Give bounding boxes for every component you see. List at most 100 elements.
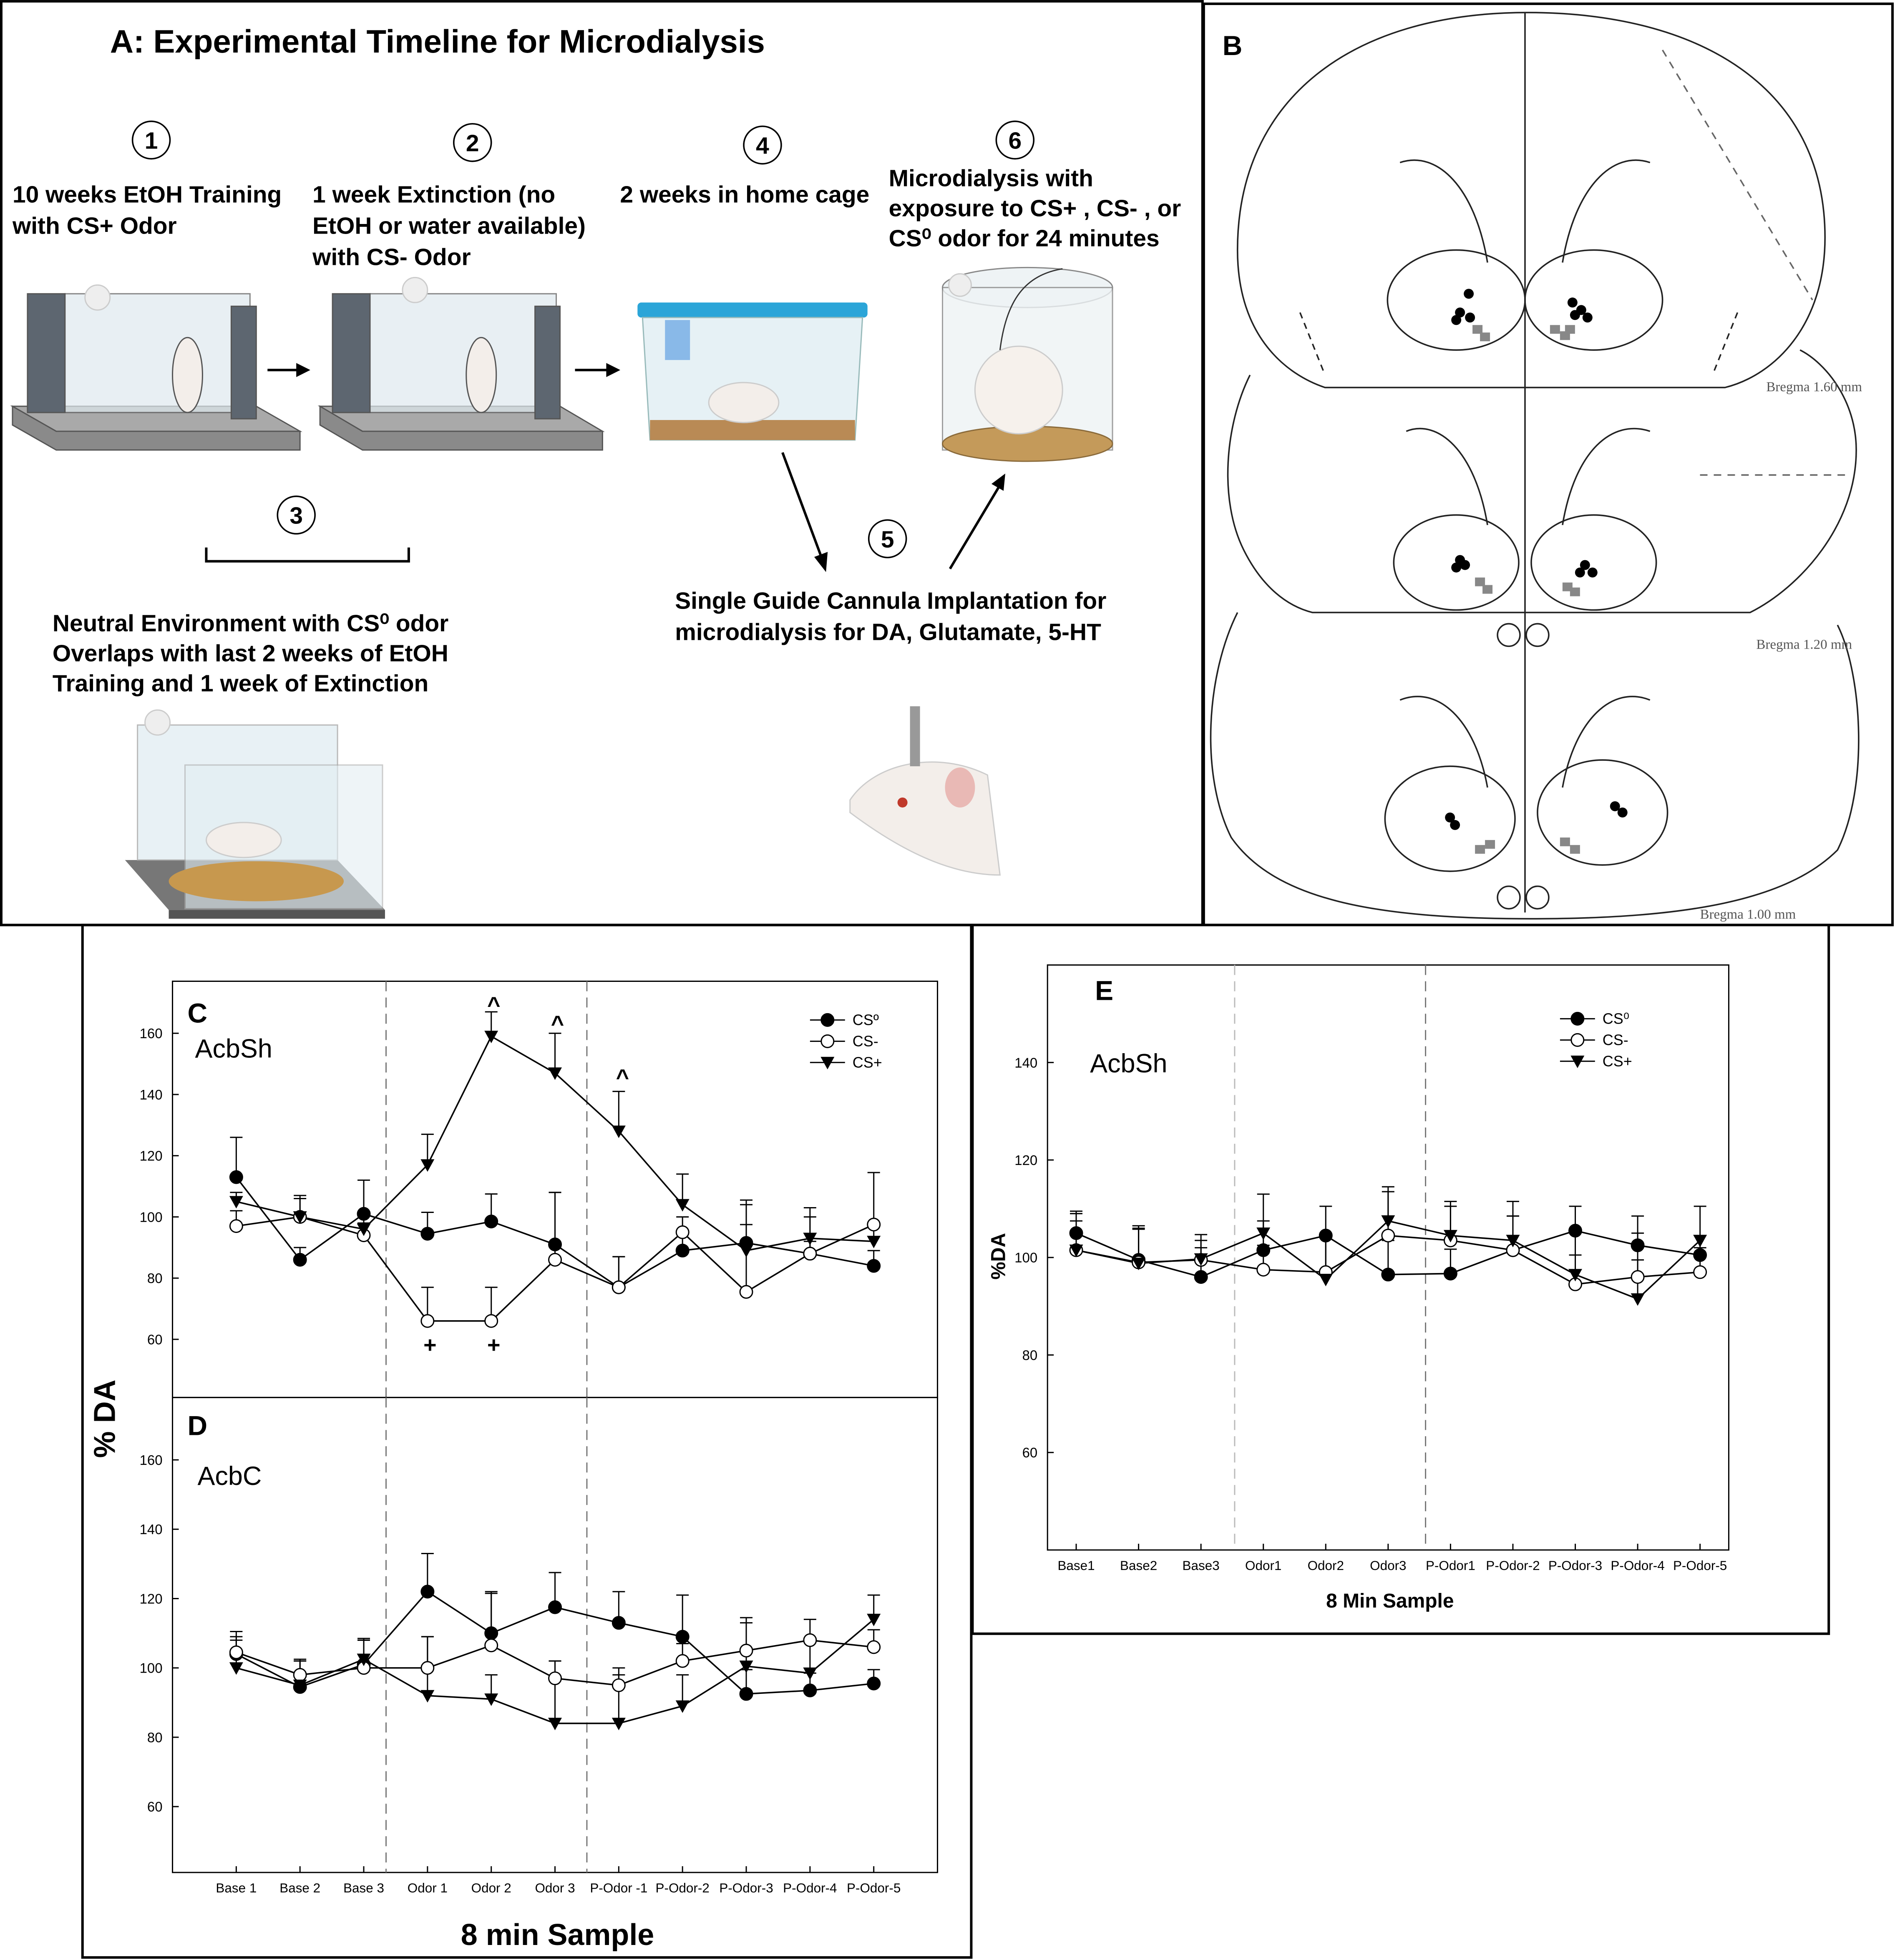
marker: [484, 1638, 498, 1653]
marker: [739, 1643, 753, 1658]
x-tick-label: P-Odor-5: [1673, 1558, 1727, 1573]
marker: [293, 1253, 307, 1267]
marker: [420, 1159, 435, 1172]
x-tick-label: Odor3: [1370, 1558, 1406, 1573]
marker: [867, 1613, 881, 1626]
panel-label: E: [1095, 975, 1113, 1006]
marker: [420, 1314, 435, 1328]
bregma-label: Bregma 1.00 mm: [1700, 907, 1796, 922]
marker: [1693, 1248, 1707, 1262]
home-cage: [637, 302, 868, 441]
chart-title: AcbC: [197, 1462, 262, 1491]
y-tick-label: 60: [1022, 1445, 1038, 1460]
y-tick-label: 100: [140, 1661, 163, 1676]
y-tick-label: 160: [140, 1452, 163, 1468]
marker: [867, 1235, 881, 1248]
chart-title: AcbSh: [1090, 1049, 1167, 1078]
annotation: ^: [616, 1065, 629, 1090]
step-number: 2: [466, 130, 479, 157]
marker: [357, 1653, 371, 1666]
marker: [1132, 1258, 1146, 1271]
panel-label: D: [188, 1410, 208, 1441]
brain-atlas: [1210, 12, 1860, 920]
step-text: Microdialysis with: [889, 165, 1093, 192]
step-number: 3: [289, 503, 303, 529]
legend-marker: [1570, 1011, 1585, 1026]
marker: [803, 1233, 817, 1245]
marker: [803, 1247, 817, 1261]
y-tick-label: 80: [1022, 1347, 1038, 1363]
step-text: 10 weeks EtOH Training: [13, 181, 282, 208]
bregma-label: Bregma 1.20 mm: [1756, 637, 1852, 652]
marker: [1069, 1226, 1083, 1240]
panel-b-label: B: [1223, 30, 1243, 61]
marker: [803, 1683, 817, 1698]
marker: [293, 1668, 307, 1682]
marker: [420, 1690, 435, 1703]
step-circle: [743, 125, 782, 165]
marker: [675, 1243, 690, 1258]
marker: [612, 1280, 626, 1294]
marker: [484, 1215, 498, 1228]
legend-label: CS⁰: [1603, 1010, 1629, 1027]
marker: [867, 1640, 881, 1654]
marker: [229, 1662, 243, 1675]
step-text: Overlaps with last 2 weeks of EtOH: [53, 640, 448, 667]
legend-label: CS+: [1603, 1052, 1632, 1069]
marker: [612, 1678, 626, 1692]
x-tick-label: P-Odor-3: [1548, 1558, 1602, 1573]
step-text: 2 weeks in home cage: [620, 181, 869, 208]
marker: [1256, 1227, 1271, 1240]
x-tick-label: P-Odor-4: [1611, 1558, 1664, 1573]
panel-cd-frame: [81, 923, 973, 1959]
marker: [1194, 1270, 1208, 1284]
step-number: 4: [756, 133, 769, 159]
x-tick-label: Odor1: [1245, 1558, 1281, 1573]
chamber-1: [10, 284, 302, 451]
probe-placements: [1445, 289, 1628, 854]
marker: [484, 1314, 498, 1328]
x-tick-label: P-Odor-2: [656, 1881, 710, 1895]
marker: [612, 1718, 626, 1731]
step-text: Neutral Environment with CS⁰ odor: [53, 610, 448, 637]
x-tick-label: Odor 3: [535, 1881, 575, 1895]
y-axis-label: % DA: [88, 1379, 122, 1458]
x-tick-label: Odor 1: [408, 1881, 448, 1895]
marker: [420, 1661, 435, 1675]
marker: [1568, 1269, 1583, 1282]
y-tick-label: 160: [140, 1026, 163, 1041]
step-text: with CS- Odor: [312, 244, 471, 270]
legend-marker: [820, 1057, 835, 1069]
step-number: 1: [145, 128, 158, 154]
marker: [803, 1667, 817, 1680]
marker: [548, 1671, 562, 1686]
legend-marker: [820, 1013, 835, 1027]
marker: [484, 1626, 498, 1640]
x-tick-label: P-Odor1: [1426, 1558, 1475, 1573]
marker: [739, 1245, 753, 1258]
y-tick-label: 120: [140, 1148, 163, 1164]
marker: [548, 1253, 562, 1267]
step-circle: [277, 495, 316, 535]
marker: [1069, 1244, 1083, 1257]
marker: [357, 1207, 371, 1221]
marker: [1256, 1243, 1271, 1257]
y-tick-label: 140: [140, 1522, 163, 1537]
marker: [420, 1585, 435, 1599]
neutral-cage: [125, 709, 385, 919]
legend-label: CS-: [853, 1032, 878, 1049]
x-tick-label: Base3: [1183, 1558, 1220, 1573]
y-axis-label: %DA: [987, 1233, 1009, 1280]
marker: [867, 1676, 881, 1691]
marker: [1631, 1293, 1645, 1306]
marker: [867, 1259, 881, 1273]
panel-e-frame: [971, 923, 1830, 1635]
x-tick-label: Base 1: [216, 1881, 257, 1895]
step-text: with CS+ Odor: [12, 212, 177, 239]
legend-label: CSº: [853, 1011, 879, 1028]
marker: [548, 1067, 562, 1080]
legend-marker: [1570, 1055, 1585, 1068]
step-text: CS⁰ odor for 24 minutes: [889, 225, 1160, 252]
marker: [293, 1211, 307, 1224]
